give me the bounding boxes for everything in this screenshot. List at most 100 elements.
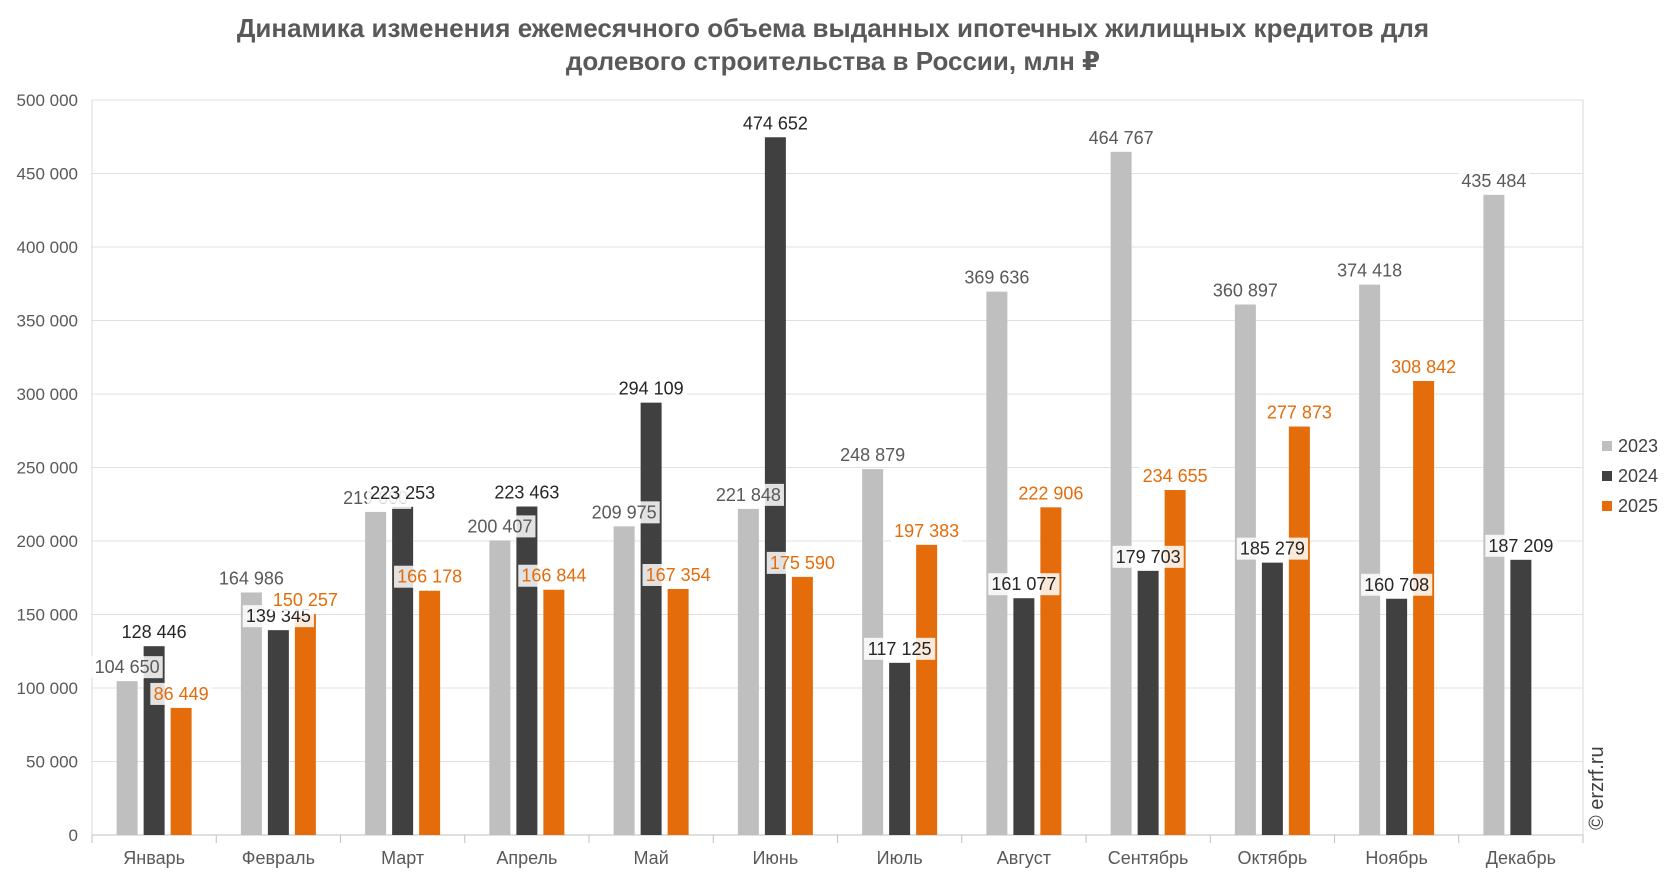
data-label-bg [615, 377, 687, 400]
bar-2024-10 [1261, 562, 1283, 835]
bar-2024-2 [267, 630, 289, 835]
y-tick-label: 50 000 [26, 753, 78, 772]
data-label-bg [1015, 482, 1087, 505]
bar-2023-2 [240, 592, 262, 835]
data-label-bg [1139, 465, 1211, 488]
data-label-2025-11: 308 842 [1391, 357, 1456, 377]
bar-2024-5 [640, 402, 662, 835]
data-label-2025-7: 197 383 [894, 521, 959, 541]
data-label-bg [1334, 259, 1406, 282]
chart-title-line2: долевого строительства в России, млн ₽ [566, 46, 1100, 76]
y-tick-label: 350 000 [17, 312, 78, 331]
y-tick-label: 500 000 [17, 91, 78, 110]
data-label-bg [1209, 279, 1281, 302]
x-tick-label: Июнь [752, 848, 798, 868]
y-tick-label: 400 000 [17, 238, 78, 257]
bar-2024-3 [392, 506, 414, 835]
data-label-2025-6: 175 590 [770, 553, 835, 573]
data-label-2024-12: 187 209 [1488, 536, 1553, 556]
x-tick-label: Февраль [242, 848, 315, 868]
bar-2024-8 [1013, 598, 1035, 835]
bar-2024-12 [1510, 559, 1532, 835]
bar-2025-11 [1413, 381, 1435, 835]
data-label-2024-6: 474 652 [743, 113, 808, 133]
bar-2025-6 [791, 576, 813, 835]
data-label-bg [864, 637, 936, 660]
bar-2024-9 [1137, 570, 1159, 835]
x-tick-label: Август [997, 848, 1051, 868]
data-label-2023-8: 369 636 [964, 268, 1029, 288]
bar-2023-5 [613, 526, 635, 835]
data-label-bg [961, 266, 1033, 289]
data-label-bg [766, 551, 838, 574]
data-label-bg [642, 563, 714, 586]
x-axis-tick-labels: Январь Февраль Март Апрель Май Июнь Июль Август… [123, 848, 1556, 868]
data-label-2023-5: 209 975 [592, 502, 657, 522]
bar-2025-3 [419, 590, 441, 835]
x-tick-label: Ноябрь [1365, 848, 1427, 868]
data-label-2024-11: 160 708 [1364, 575, 1429, 595]
y-tick-label: 150 000 [17, 606, 78, 625]
data-label-2023-6: 221 848 [716, 485, 781, 505]
y-axis-tick-labels: 0 50 000 100 000 150 000 200 000 250 000 300 0… [17, 91, 78, 845]
legend-swatch-2024 [1602, 471, 1612, 481]
bar-2025-1 [170, 707, 192, 835]
data-label-bg [518, 564, 590, 587]
y-tick-label: 200 000 [17, 532, 78, 551]
bar-2024-11 [1386, 598, 1408, 835]
bar-2023-9 [1110, 151, 1132, 836]
data-label-bg [1361, 573, 1433, 596]
x-tick-label: Июль [877, 848, 923, 868]
bar-2023-3 [365, 511, 387, 835]
data-label-bg [1085, 126, 1157, 149]
data-label-bg [1458, 169, 1530, 192]
data-label-2023-7: 248 879 [840, 445, 905, 465]
data-label-2025-2: 150 257 [273, 590, 338, 610]
bar-2023-10 [1234, 304, 1256, 835]
data-label-2023-1: 104 650 [95, 657, 160, 677]
data-label-2025-5: 167 354 [646, 565, 711, 585]
data-label-bg [1236, 537, 1308, 560]
bar-2024-4 [516, 506, 538, 835]
y-tick-label: 450 000 [17, 165, 78, 184]
x-tick-label: Сентябрь [1108, 848, 1189, 868]
data-label-bg [367, 481, 439, 504]
data-label-bg [215, 567, 287, 590]
data-label-bg [837, 444, 909, 467]
data-label-2024-2: 139 345 [246, 606, 311, 626]
data-label-2023-10: 360 897 [1213, 280, 1278, 300]
data-label-2024-4: 223 463 [494, 483, 559, 503]
y-tick-label: 250 000 [17, 459, 78, 478]
bar-2023-11 [1359, 284, 1381, 835]
legend-label-2025: 2025 [1618, 496, 1658, 516]
data-label-bg [150, 682, 212, 705]
data-label-bg [588, 501, 660, 524]
bar-2024-7 [889, 662, 911, 835]
data-label-2024-7: 117 125 [868, 639, 932, 659]
data-label-2025-4: 166 844 [521, 566, 586, 586]
data-label-2023-11: 374 418 [1337, 261, 1402, 281]
legend-label-2024: 2024 [1618, 466, 1658, 486]
data-label-2024-1: 128 446 [122, 622, 187, 642]
data-label-bg [988, 573, 1060, 596]
data-label-2024-10: 185 279 [1240, 539, 1305, 559]
data-label-bg [91, 656, 163, 679]
data-label-2025-10: 277 873 [1267, 403, 1332, 423]
bar-2023-1 [116, 681, 138, 835]
data-label-2023-9: 464 767 [1089, 128, 1154, 148]
x-tick-label: Март [381, 848, 424, 868]
data-label-2024-9: 179 703 [1116, 547, 1181, 567]
bar-2025-10 [1288, 426, 1310, 835]
legend: 2023 2024 2025 [1602, 436, 1658, 516]
data-label-bg [491, 481, 563, 504]
data-label-bg [891, 519, 963, 542]
data-label-bg [464, 515, 536, 538]
x-tick-label: Январь [123, 848, 185, 868]
legend-label-2023: 2023 [1618, 436, 1658, 456]
x-tick-label: Декабрь [1486, 848, 1556, 868]
legend-swatch-2023 [1602, 441, 1612, 451]
bar-2023-12 [1483, 194, 1505, 836]
data-label-bg [1485, 534, 1557, 557]
bar-2025-9 [1164, 490, 1186, 835]
